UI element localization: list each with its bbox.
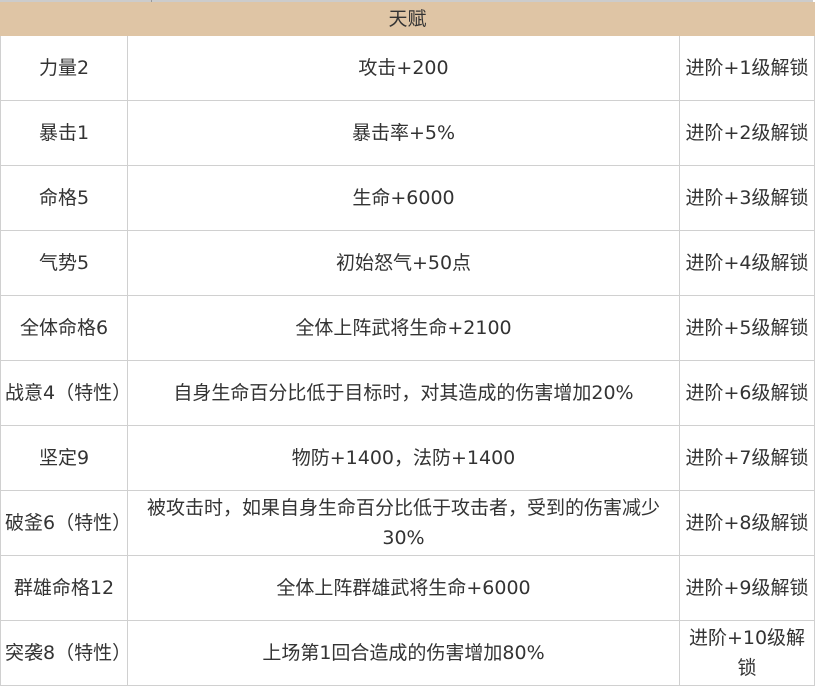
table-row: 全体命格6 全体上阵武将生命+2100 进阶+5级解锁 — [0, 295, 815, 361]
talent-name-cell: 全体命格6 — [0, 295, 128, 361]
table-row: 暴击1 暴击率+5% 进阶+2级解锁 — [0, 100, 815, 166]
talent-name-cell: 气势5 — [0, 230, 128, 296]
unlock-condition-cell: 进阶+3级解锁 — [679, 165, 815, 231]
table-row: 战意4（特性） 自身生命百分比低于目标时，对其造成的伤害增加20% 进阶+6级解锁 — [0, 360, 815, 426]
unlock-condition-cell: 进阶+6级解锁 — [679, 360, 815, 426]
talent-effect-cell: 上场第1回合造成的伤害增加80% — [127, 620, 680, 686]
talent-name-cell: 突袭8（特性） — [0, 620, 131, 686]
talent-effect-cell: 自身生命百分比低于目标时，对其造成的伤害增加20% — [127, 360, 680, 426]
talent-name-cell: 破釜6（特性） — [0, 490, 131, 556]
talent-name-cell: 暴击1 — [0, 100, 128, 166]
talent-effect-cell: 被攻击时，如果自身生命百分比低于攻击者，受到的伤害减少30% — [127, 490, 680, 556]
unlock-condition-cell: 进阶+4级解锁 — [679, 230, 815, 296]
table-row: 气势5 初始怒气+50点 进阶+4级解锁 — [0, 230, 815, 296]
talent-effect-cell: 物防+1400，法防+1400 — [127, 425, 680, 491]
talent-name-cell: 坚定9 — [0, 425, 128, 491]
talent-effect-cell: 生命+6000 — [127, 165, 680, 231]
unlock-condition-cell: 进阶+9级解锁 — [679, 555, 815, 621]
talent-effect-cell: 全体上阵群雄武将生命+6000 — [127, 555, 680, 621]
talent-name-cell: 力量2 — [0, 35, 128, 101]
talent-name-cell: 群雄命格12 — [0, 555, 128, 621]
talent-effect-cell: 攻击+200 — [127, 35, 680, 101]
table-row: 破釜6（特性） 被攻击时，如果自身生命百分比低于攻击者，受到的伤害减少30% 进阶+… — [0, 490, 815, 556]
talent-effect-cell: 暴击率+5% — [127, 100, 680, 166]
table-row: 力量2 攻击+200 进阶+1级解锁 — [0, 35, 815, 101]
header-row: 天赋 — [0, 2, 815, 36]
talent-effect-cell: 全体上阵武将生命+2100 — [127, 295, 680, 361]
table-row: 群雄命格12 全体上阵群雄武将生命+6000 进阶+9级解锁 — [0, 555, 815, 621]
talent-name-cell: 战意4（特性） — [0, 360, 131, 426]
table-row: 命格5 生命+6000 进阶+3级解锁 — [0, 165, 815, 231]
talent-name-cell: 命格5 — [0, 165, 128, 231]
unlock-condition-cell: 进阶+1级解锁 — [679, 35, 815, 101]
unlock-condition-cell: 进阶+10级解锁 — [679, 620, 815, 686]
unlock-condition-cell: 进阶+2级解锁 — [679, 100, 815, 166]
table-row: 突袭8（特性） 上场第1回合造成的伤害增加80% 进阶+10级解锁 — [0, 620, 815, 686]
table-title: 天赋 — [0, 2, 815, 36]
talent-effect-cell: 初始怒气+50点 — [127, 230, 680, 296]
unlock-condition-cell: 进阶+5级解锁 — [679, 295, 815, 361]
previous-row-border — [0, 0, 813, 2]
table-row: 坚定9 物防+1400，法防+1400 进阶+7级解锁 — [0, 425, 815, 491]
unlock-condition-cell: 进阶+8级解锁 — [679, 490, 815, 556]
unlock-condition-cell: 进阶+7级解锁 — [679, 425, 815, 491]
